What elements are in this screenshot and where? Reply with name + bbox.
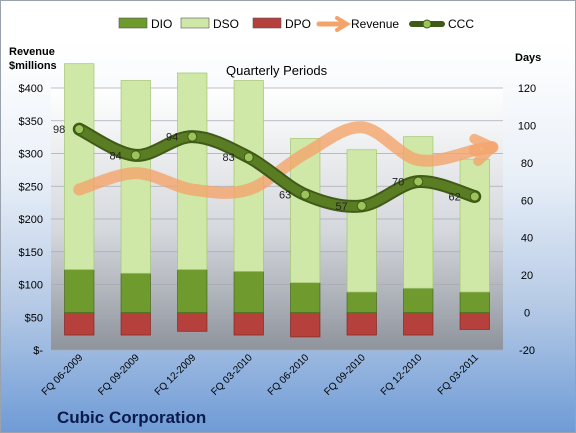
y-right-tick-label: 0 bbox=[524, 308, 530, 320]
x-tick-label: FQ 12-2010 bbox=[379, 352, 425, 398]
legend-swatch-arrowhead bbox=[335, 16, 351, 32]
ccc-marker bbox=[413, 176, 424, 187]
y-right-tick-label: 80 bbox=[521, 158, 533, 170]
y-left-tick-label: $300 bbox=[19, 149, 43, 161]
dpo-bar bbox=[233, 312, 264, 336]
ccc-marker bbox=[130, 150, 141, 161]
dio-bar bbox=[346, 291, 377, 313]
y-left-tick-label: $400 bbox=[19, 83, 43, 95]
ccc-data-label: 83 bbox=[223, 152, 235, 164]
x-tick-label: FQ 03-2010 bbox=[209, 352, 255, 398]
y-axis-left-label: Revenue $millions bbox=[9, 46, 57, 72]
x-tick-label: FQ 09-2009 bbox=[96, 352, 142, 398]
ccc-marker bbox=[356, 200, 367, 211]
y-left-tick-label: $50 bbox=[25, 312, 43, 324]
legend-label: DSO bbox=[213, 17, 239, 31]
ccc-marker bbox=[187, 131, 198, 142]
legend-swatch-marker bbox=[422, 19, 432, 29]
legend-swatch bbox=[252, 17, 282, 29]
legend-label: CCC bbox=[448, 17, 474, 31]
dpo-bar bbox=[459, 312, 490, 330]
dio-bar bbox=[177, 269, 208, 313]
dio-bar bbox=[233, 270, 264, 313]
ccc-data-label: 84 bbox=[110, 150, 122, 162]
x-tick-label: FQ 03-2011 bbox=[436, 352, 481, 397]
y-left-tick-label: $- bbox=[33, 345, 43, 357]
ccc-marker bbox=[300, 189, 311, 200]
ccc-data-label: 62 bbox=[449, 192, 461, 204]
dio-bar bbox=[290, 282, 321, 313]
legend-label: DPO bbox=[285, 17, 311, 31]
dso-bar bbox=[346, 149, 377, 293]
ccc-marker bbox=[469, 191, 480, 202]
ccc-marker bbox=[243, 152, 254, 163]
y-left-tick-label: $250 bbox=[19, 181, 43, 193]
legend-label: DIO bbox=[151, 17, 172, 31]
dio-bar bbox=[64, 269, 95, 313]
ccc-data-label: 57 bbox=[336, 201, 348, 213]
dso-bar bbox=[177, 72, 208, 270]
dpo-bar bbox=[290, 312, 321, 338]
dso-bar bbox=[459, 158, 490, 293]
company-name: Cubic Corporation bbox=[57, 408, 207, 427]
x-tick-label: FQ 06-2010 bbox=[266, 352, 312, 398]
y-right-tick-label: -20 bbox=[519, 345, 535, 357]
dso-bar bbox=[233, 80, 264, 272]
dso-bar bbox=[64, 63, 95, 270]
dpo-bar bbox=[120, 312, 151, 336]
legend-swatch bbox=[118, 17, 148, 29]
y-left-tick-label: $350 bbox=[19, 116, 43, 128]
dio-bar bbox=[120, 272, 151, 313]
y-right-tick-label: 40 bbox=[521, 233, 533, 245]
ccc-data-label: 98 bbox=[53, 124, 65, 136]
y-left-tick-label: $200 bbox=[19, 214, 43, 226]
x-tick-label: FQ 09-2010 bbox=[322, 352, 368, 398]
y-right-tick-label: 120 bbox=[518, 83, 536, 95]
dpo-bar bbox=[403, 312, 434, 336]
y-right-tick-label: 100 bbox=[518, 120, 536, 132]
ccc-marker bbox=[74, 124, 85, 135]
ccc-data-label: 63 bbox=[279, 190, 291, 202]
legend-label: Revenue bbox=[351, 17, 399, 31]
y-right-tick-label: 20 bbox=[521, 270, 533, 282]
y-axis-right-label: Days bbox=[515, 52, 542, 64]
chart-title: Quarterly Periods bbox=[226, 63, 328, 78]
y-left-tick-label: $100 bbox=[19, 280, 43, 292]
dpo-bar bbox=[346, 312, 377, 336]
ccc-data-label: 70 bbox=[392, 177, 404, 189]
dpo-bar bbox=[64, 312, 95, 336]
x-tick-label: FQ 06-2009 bbox=[40, 352, 86, 398]
x-tick-label: FQ 12-2009 bbox=[153, 352, 199, 398]
dio-bar bbox=[403, 287, 434, 313]
ccc-data-label: 94 bbox=[166, 132, 178, 144]
dpo-bar bbox=[177, 312, 208, 332]
revenue-arrow-shaft bbox=[468, 141, 499, 157]
y-right-tick-label: 60 bbox=[521, 195, 533, 207]
dso-bar bbox=[290, 138, 321, 284]
revenue-line bbox=[73, 121, 481, 199]
dio-bar bbox=[459, 291, 490, 313]
y-left-tick-label: $150 bbox=[19, 247, 43, 259]
legend-swatch bbox=[180, 17, 210, 29]
